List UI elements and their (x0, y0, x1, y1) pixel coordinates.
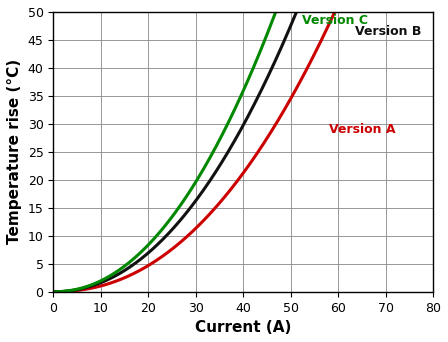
Text: Version C: Version C (302, 14, 369, 27)
X-axis label: Current (A): Current (A) (195, 320, 291, 335)
Y-axis label: Temperature rise (°C): Temperature rise (°C) (7, 59, 22, 245)
Text: Version A: Version A (328, 123, 395, 136)
Text: Version B: Version B (355, 25, 421, 38)
